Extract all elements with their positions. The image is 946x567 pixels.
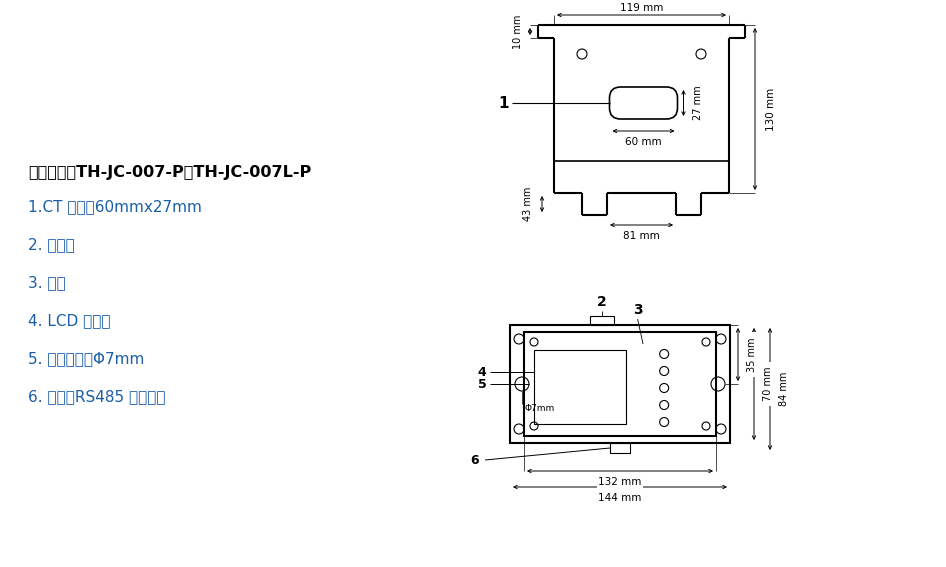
Text: Φ7mm: Φ7mm	[524, 404, 554, 413]
Text: 81 mm: 81 mm	[623, 231, 660, 241]
Text: 43 mm: 43 mm	[523, 187, 533, 221]
Text: 60 mm: 60 mm	[625, 137, 662, 147]
Text: 5: 5	[478, 378, 486, 391]
Text: 84 mm: 84 mm	[779, 372, 789, 406]
Text: 5. 安装螺丝孔Φ7mm: 5. 安装螺丝孔Φ7mm	[28, 351, 145, 366]
Text: 4. LCD 显示器: 4. LCD 显示器	[28, 313, 111, 328]
Text: 2: 2	[597, 295, 607, 309]
Text: 27 mm: 27 mm	[692, 86, 703, 120]
Text: 1.CT 尺寸：60mmx27mm: 1.CT 尺寸：60mmx27mm	[28, 199, 201, 214]
Text: 119 mm: 119 mm	[620, 3, 663, 13]
Text: 144 mm: 144 mm	[598, 493, 641, 503]
Text: 130 mm: 130 mm	[766, 87, 776, 130]
Text: 2. 指示灯: 2. 指示灯	[28, 237, 75, 252]
Text: 10 mm: 10 mm	[513, 14, 523, 49]
Text: 4: 4	[478, 366, 486, 379]
Text: 3. 按键: 3. 按键	[28, 275, 66, 290]
Bar	[610, 443, 630, 453]
Bar	[590, 316, 614, 325]
Text: 6: 6	[471, 454, 480, 467]
Text: 6. 电源、RS485 通讯接口: 6. 电源、RS485 通讯接口	[28, 389, 166, 404]
Bar	[534, 350, 626, 424]
Text: 3: 3	[633, 303, 642, 317]
Bar	[510, 325, 730, 443]
Text: 1: 1	[499, 95, 509, 111]
Text: 70 mm: 70 mm	[763, 367, 773, 401]
Text: 132 mm: 132 mm	[598, 477, 641, 487]
Bar	[524, 332, 716, 436]
Text: 闭环结构：TH-JC-007-P、TH-JC-007L-P: 闭环结构：TH-JC-007-P、TH-JC-007L-P	[28, 165, 311, 180]
Text: 35 mm: 35 mm	[747, 337, 757, 372]
